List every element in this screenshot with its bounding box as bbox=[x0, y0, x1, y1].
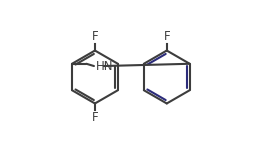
Text: F: F bbox=[92, 30, 98, 43]
Text: HN: HN bbox=[96, 60, 113, 73]
Text: F: F bbox=[92, 111, 98, 124]
Text: F: F bbox=[163, 30, 170, 43]
